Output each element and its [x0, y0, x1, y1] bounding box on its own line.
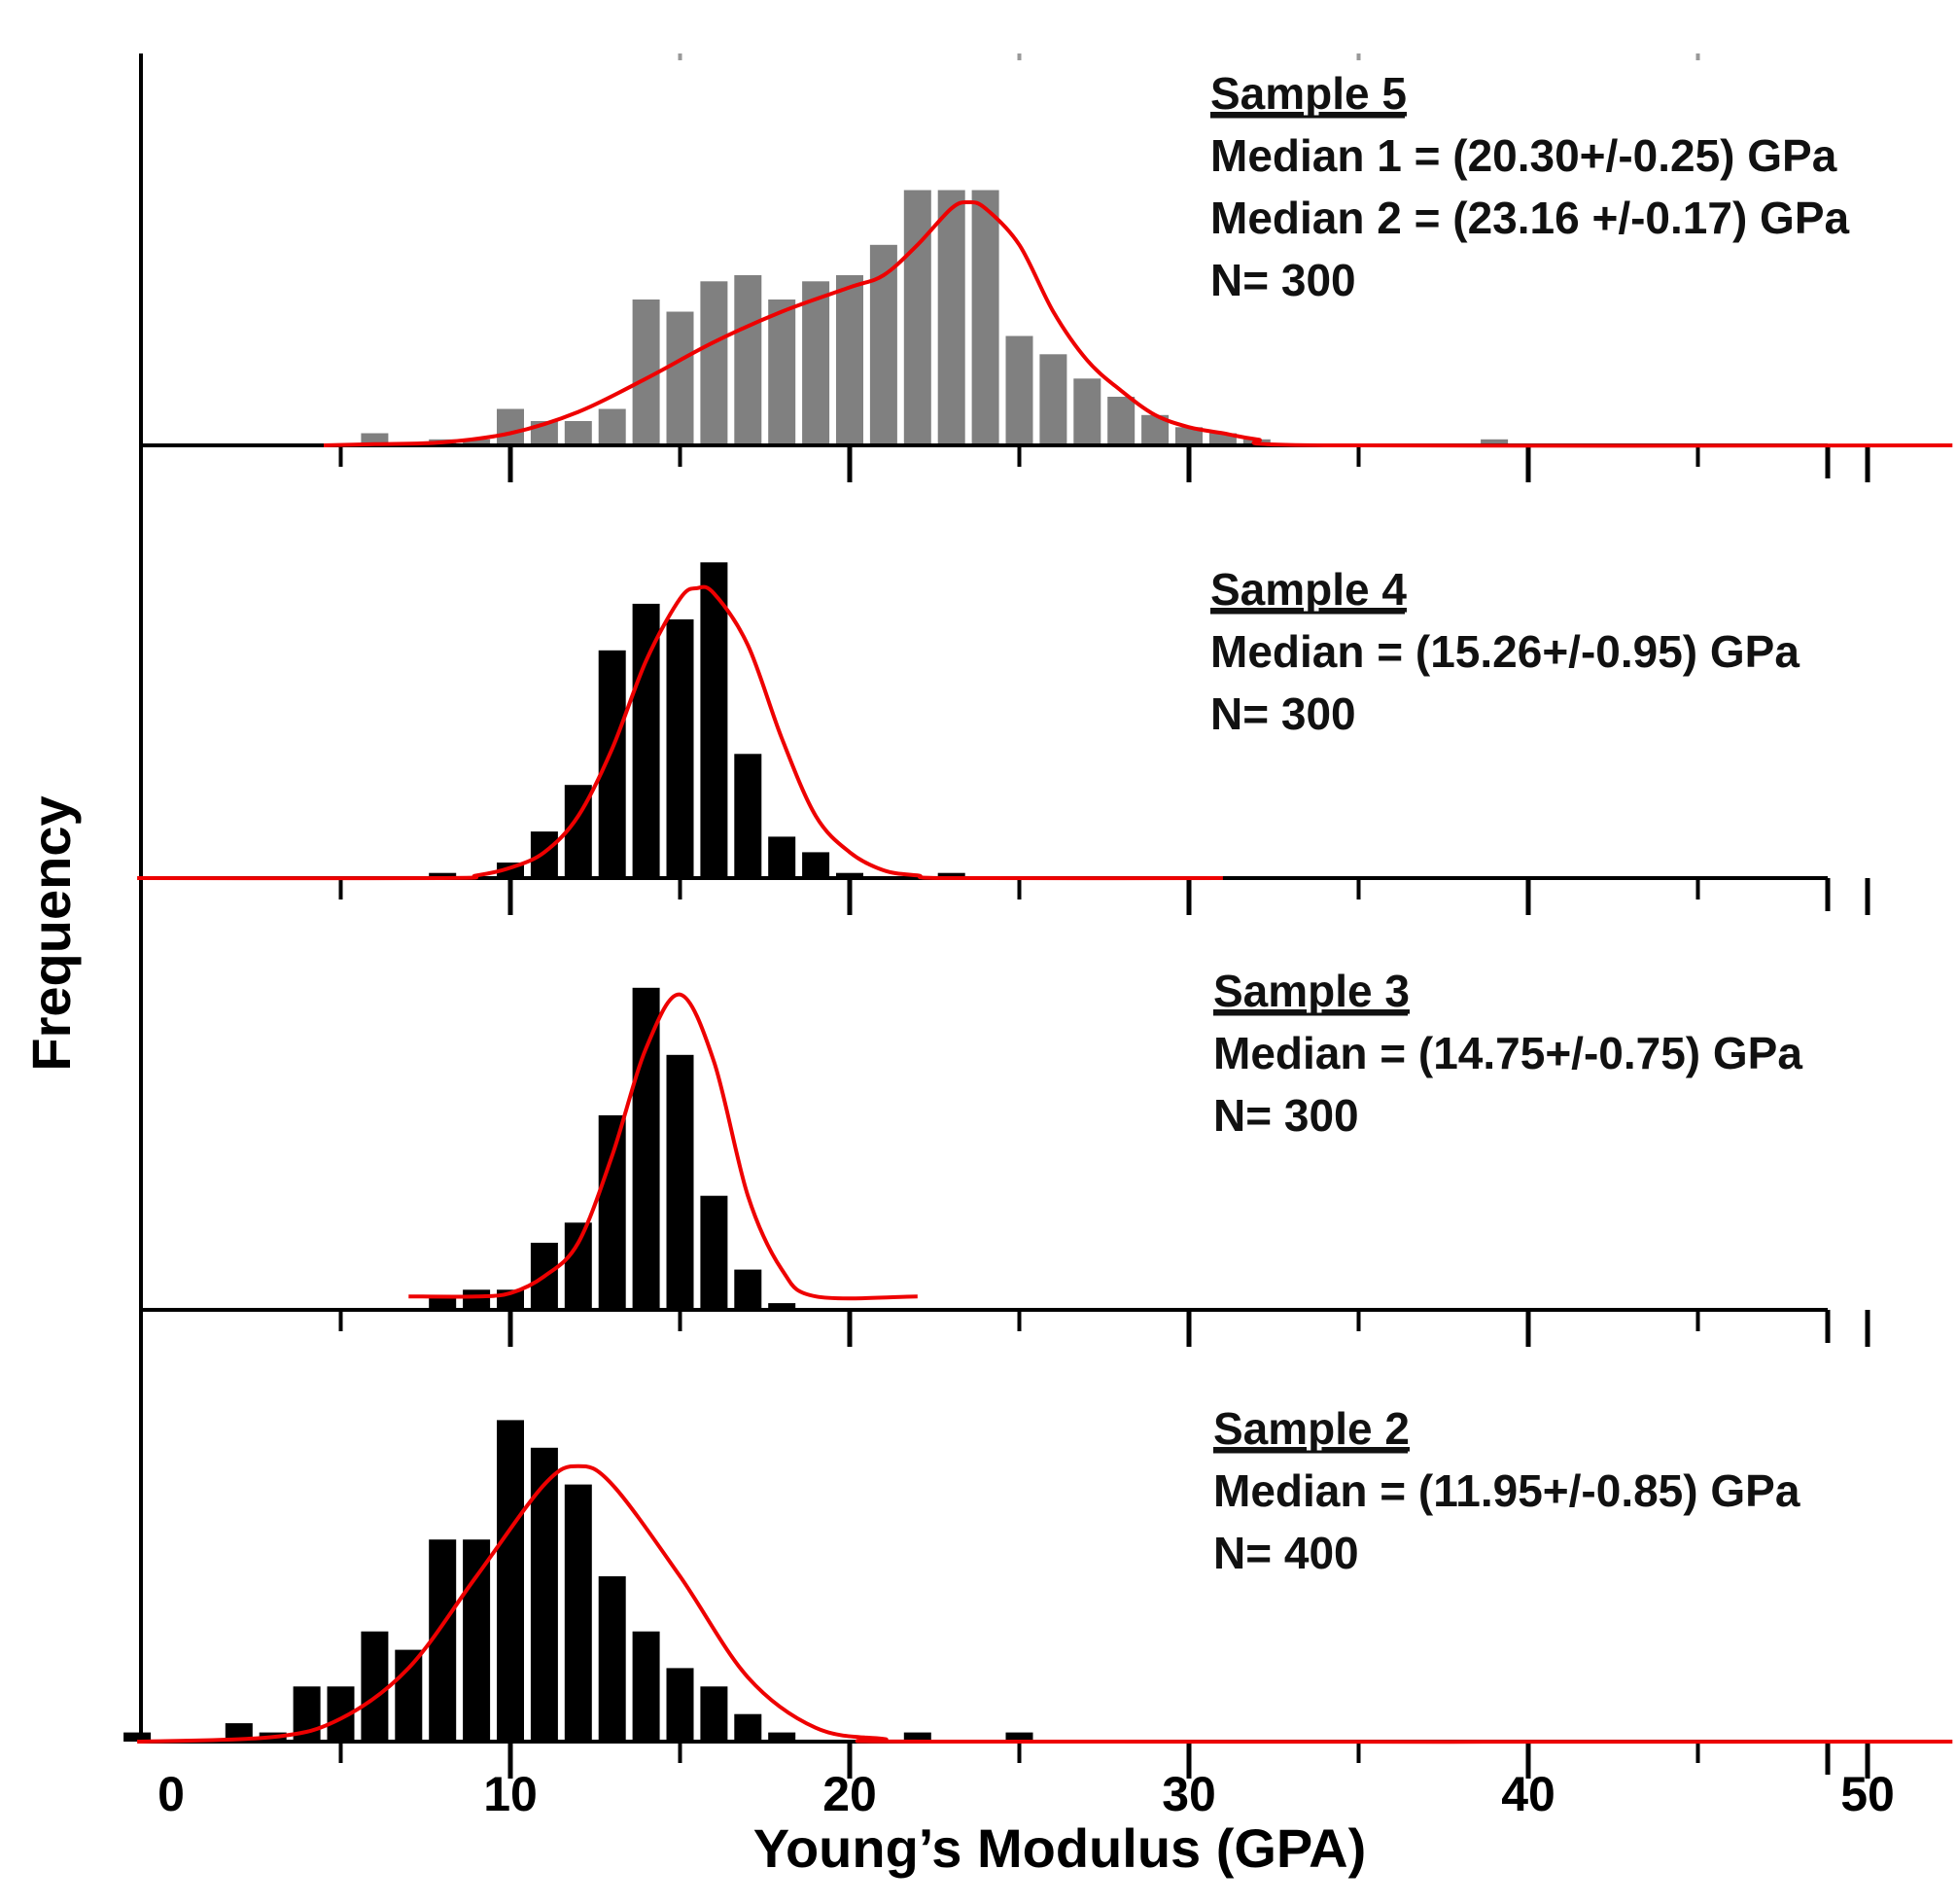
annotation-line: Median = (15.26+/-0.95) GPa — [1210, 626, 1800, 677]
histogram-bar — [429, 1296, 457, 1310]
histogram-bar — [700, 1195, 728, 1310]
histogram-bar — [836, 872, 863, 878]
histogram-bar — [937, 872, 965, 878]
histogram-bar — [768, 300, 796, 445]
histogram-bar — [530, 831, 558, 878]
fit-curve — [137, 1463, 1953, 1745]
histogram-bar — [734, 1713, 762, 1742]
histogram-bar — [734, 1269, 762, 1310]
panel-sample-2: Sample 2 Median = (11.95+/-0.85) GPa N= 40… — [123, 1403, 1953, 1779]
histogram-bar — [666, 1668, 694, 1742]
histogram-bar — [666, 618, 694, 878]
histogram-bar — [768, 1732, 796, 1742]
histogram-bar — [1175, 427, 1203, 446]
histogram-bar — [598, 408, 626, 445]
annotation-line: Median 2 = (23.16 +/-0.17) GPa — [1210, 193, 1850, 243]
x-tick-label: 10 — [483, 1767, 538, 1821]
histogram-bar — [802, 852, 830, 878]
x-tick-label: 30 — [1162, 1767, 1216, 1821]
x-axis-title: Young’s Modulus (GPA) — [753, 1817, 1366, 1879]
histogram-bar — [564, 1484, 592, 1742]
panel-title: Sample 2 — [1213, 1403, 1410, 1454]
histogram-bar — [497, 408, 524, 445]
histogram-bar — [1005, 335, 1033, 445]
panel-title: Sample 4 — [1210, 564, 1407, 615]
fit-curve — [323, 199, 1953, 448]
annotation-line: Median = (14.75+/-0.75) GPa — [1213, 1028, 1802, 1078]
y-axis-title: Frequency — [20, 795, 82, 1071]
x-tick-label: 40 — [1501, 1767, 1555, 1821]
histogram-bar — [530, 1447, 558, 1742]
panel-title: Sample 3 — [1213, 966, 1410, 1016]
histogram-bar — [463, 1539, 491, 1742]
histogram-bar — [1039, 354, 1067, 446]
histogram-bar — [666, 1054, 694, 1310]
histogram-bar — [903, 190, 931, 445]
histogram-bar — [395, 1649, 423, 1742]
panel-sample-3: Sample 3 Median = (14.75+/-0.75) GPa N= 30… — [141, 966, 1870, 1347]
annotation-line: N= 400 — [1213, 1528, 1359, 1578]
annotation-line: Median = (11.95+/-0.85) GPa — [1213, 1465, 1800, 1516]
histogram-bar — [734, 754, 762, 878]
panel-sample-4: Sample 4 Median = (15.26+/-0.95) GPa N= 30… — [137, 562, 1870, 915]
histogram-bar — [802, 281, 830, 446]
histogram-bar — [1107, 397, 1136, 445]
histogram-bar — [632, 987, 660, 1310]
x-tick-label: 20 — [822, 1767, 877, 1821]
histogram-bar — [1005, 1732, 1033, 1742]
histogram-bar — [836, 275, 863, 445]
annotation-line: N= 300 — [1213, 1090, 1359, 1141]
fit-curve — [137, 584, 1223, 881]
annotation-line: N= 300 — [1210, 688, 1356, 739]
histogram-bar — [700, 281, 728, 446]
histogram-bar — [429, 872, 457, 878]
histogram-bar — [598, 1114, 626, 1310]
histogram-bar — [123, 1732, 152, 1742]
panel-sample-5: Sample 5 Median 1 = (20.30+/-0.25) GPa Med… — [141, 68, 1953, 482]
histogram-bar — [598, 650, 626, 878]
histogram-bar — [564, 1222, 592, 1310]
panel-title: Sample 5 — [1210, 68, 1407, 119]
histogram-bar — [1481, 439, 1509, 446]
histogram-bar — [632, 603, 660, 878]
histogram-bar — [700, 562, 728, 878]
histogram-bar — [903, 1732, 931, 1742]
annotation-line: N= 300 — [1210, 255, 1356, 305]
histogram-bar — [361, 1631, 389, 1742]
histogram-bar — [497, 1420, 524, 1742]
histogram-bar — [429, 1539, 457, 1742]
histogram-bar — [937, 190, 965, 445]
histogram-bar — [1073, 378, 1101, 446]
x-tick-label: 50 — [1840, 1767, 1895, 1821]
histogram-bar — [734, 275, 762, 445]
histogram-bar — [632, 1631, 660, 1742]
histogram-bar — [768, 836, 796, 878]
histogram-bar — [971, 190, 999, 445]
histogram-bar — [463, 439, 491, 446]
histogram-bar — [666, 311, 694, 445]
histogram-bar — [768, 1303, 796, 1310]
annotation-line: Median 1 = (20.30+/-0.25) GPa — [1210, 130, 1837, 181]
histogram-bar — [463, 1289, 491, 1310]
histogram-bar — [598, 1576, 626, 1742]
fit-curve — [408, 992, 918, 1301]
histogram-bar — [564, 421, 592, 445]
panels-group: Sample 5 Median 1 = (20.30+/-0.25) GPa Med… — [123, 53, 1953, 1779]
histogram-bar — [700, 1686, 728, 1742]
x-tick-label: 0 — [157, 1767, 185, 1821]
x-tick-labels: 0 10 20 30 40 50 — [157, 1767, 1895, 1821]
